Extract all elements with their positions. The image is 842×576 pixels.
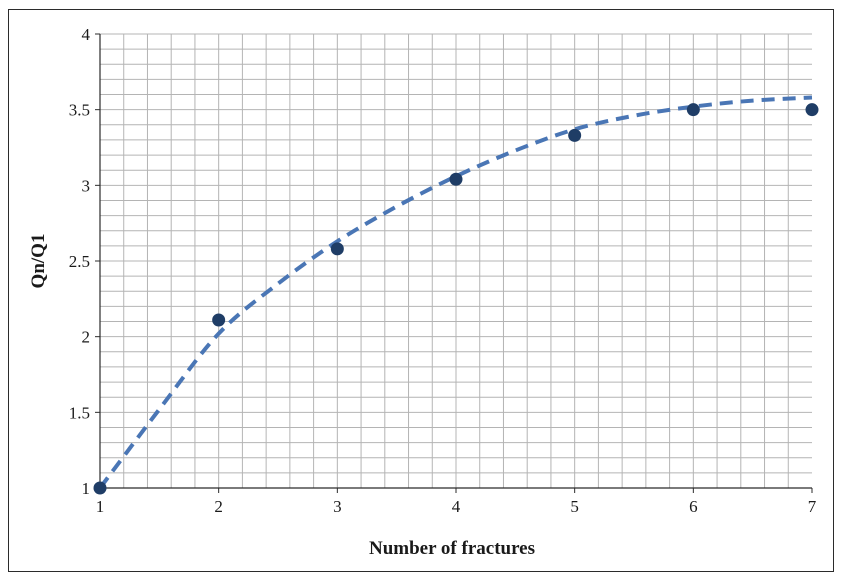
y-axis-title: Qn/Q1 [28,234,49,289]
data-point [686,103,700,117]
grid-layer [100,33,812,489]
data-point [449,172,463,186]
x-tick-label: 6 [689,497,698,516]
data-point [568,128,582,142]
y-tick-label: 4 [82,25,91,44]
x-axis-title: Number of fractures [369,538,535,559]
data-point [330,242,344,256]
data-point [805,103,819,117]
data-point [93,481,107,495]
y-tick-label: 3.5 [69,101,90,120]
y-tick-label: 3 [82,176,91,195]
x-tick-label: 3 [333,497,342,516]
axis-layer [95,33,813,493]
x-tick-label: 2 [214,497,223,516]
tick-label-layer: 1 2 3 4 5 6 7 1 1.5 2 2.5 3 3.5 4 [69,25,817,516]
data-point-layer [93,103,819,495]
chart-frame [8,9,834,572]
x-tick-label: 1 [96,497,105,516]
x-tick-label: 5 [570,497,579,516]
y-tick-label: 1 [82,479,91,498]
y-tick-label: 2.5 [69,252,90,271]
x-tick-label: 4 [452,497,461,516]
y-tick-label: 2 [82,328,91,347]
y-tick-label: 1.5 [69,403,90,422]
data-point [212,313,226,327]
x-tick-label: 7 [808,497,817,516]
